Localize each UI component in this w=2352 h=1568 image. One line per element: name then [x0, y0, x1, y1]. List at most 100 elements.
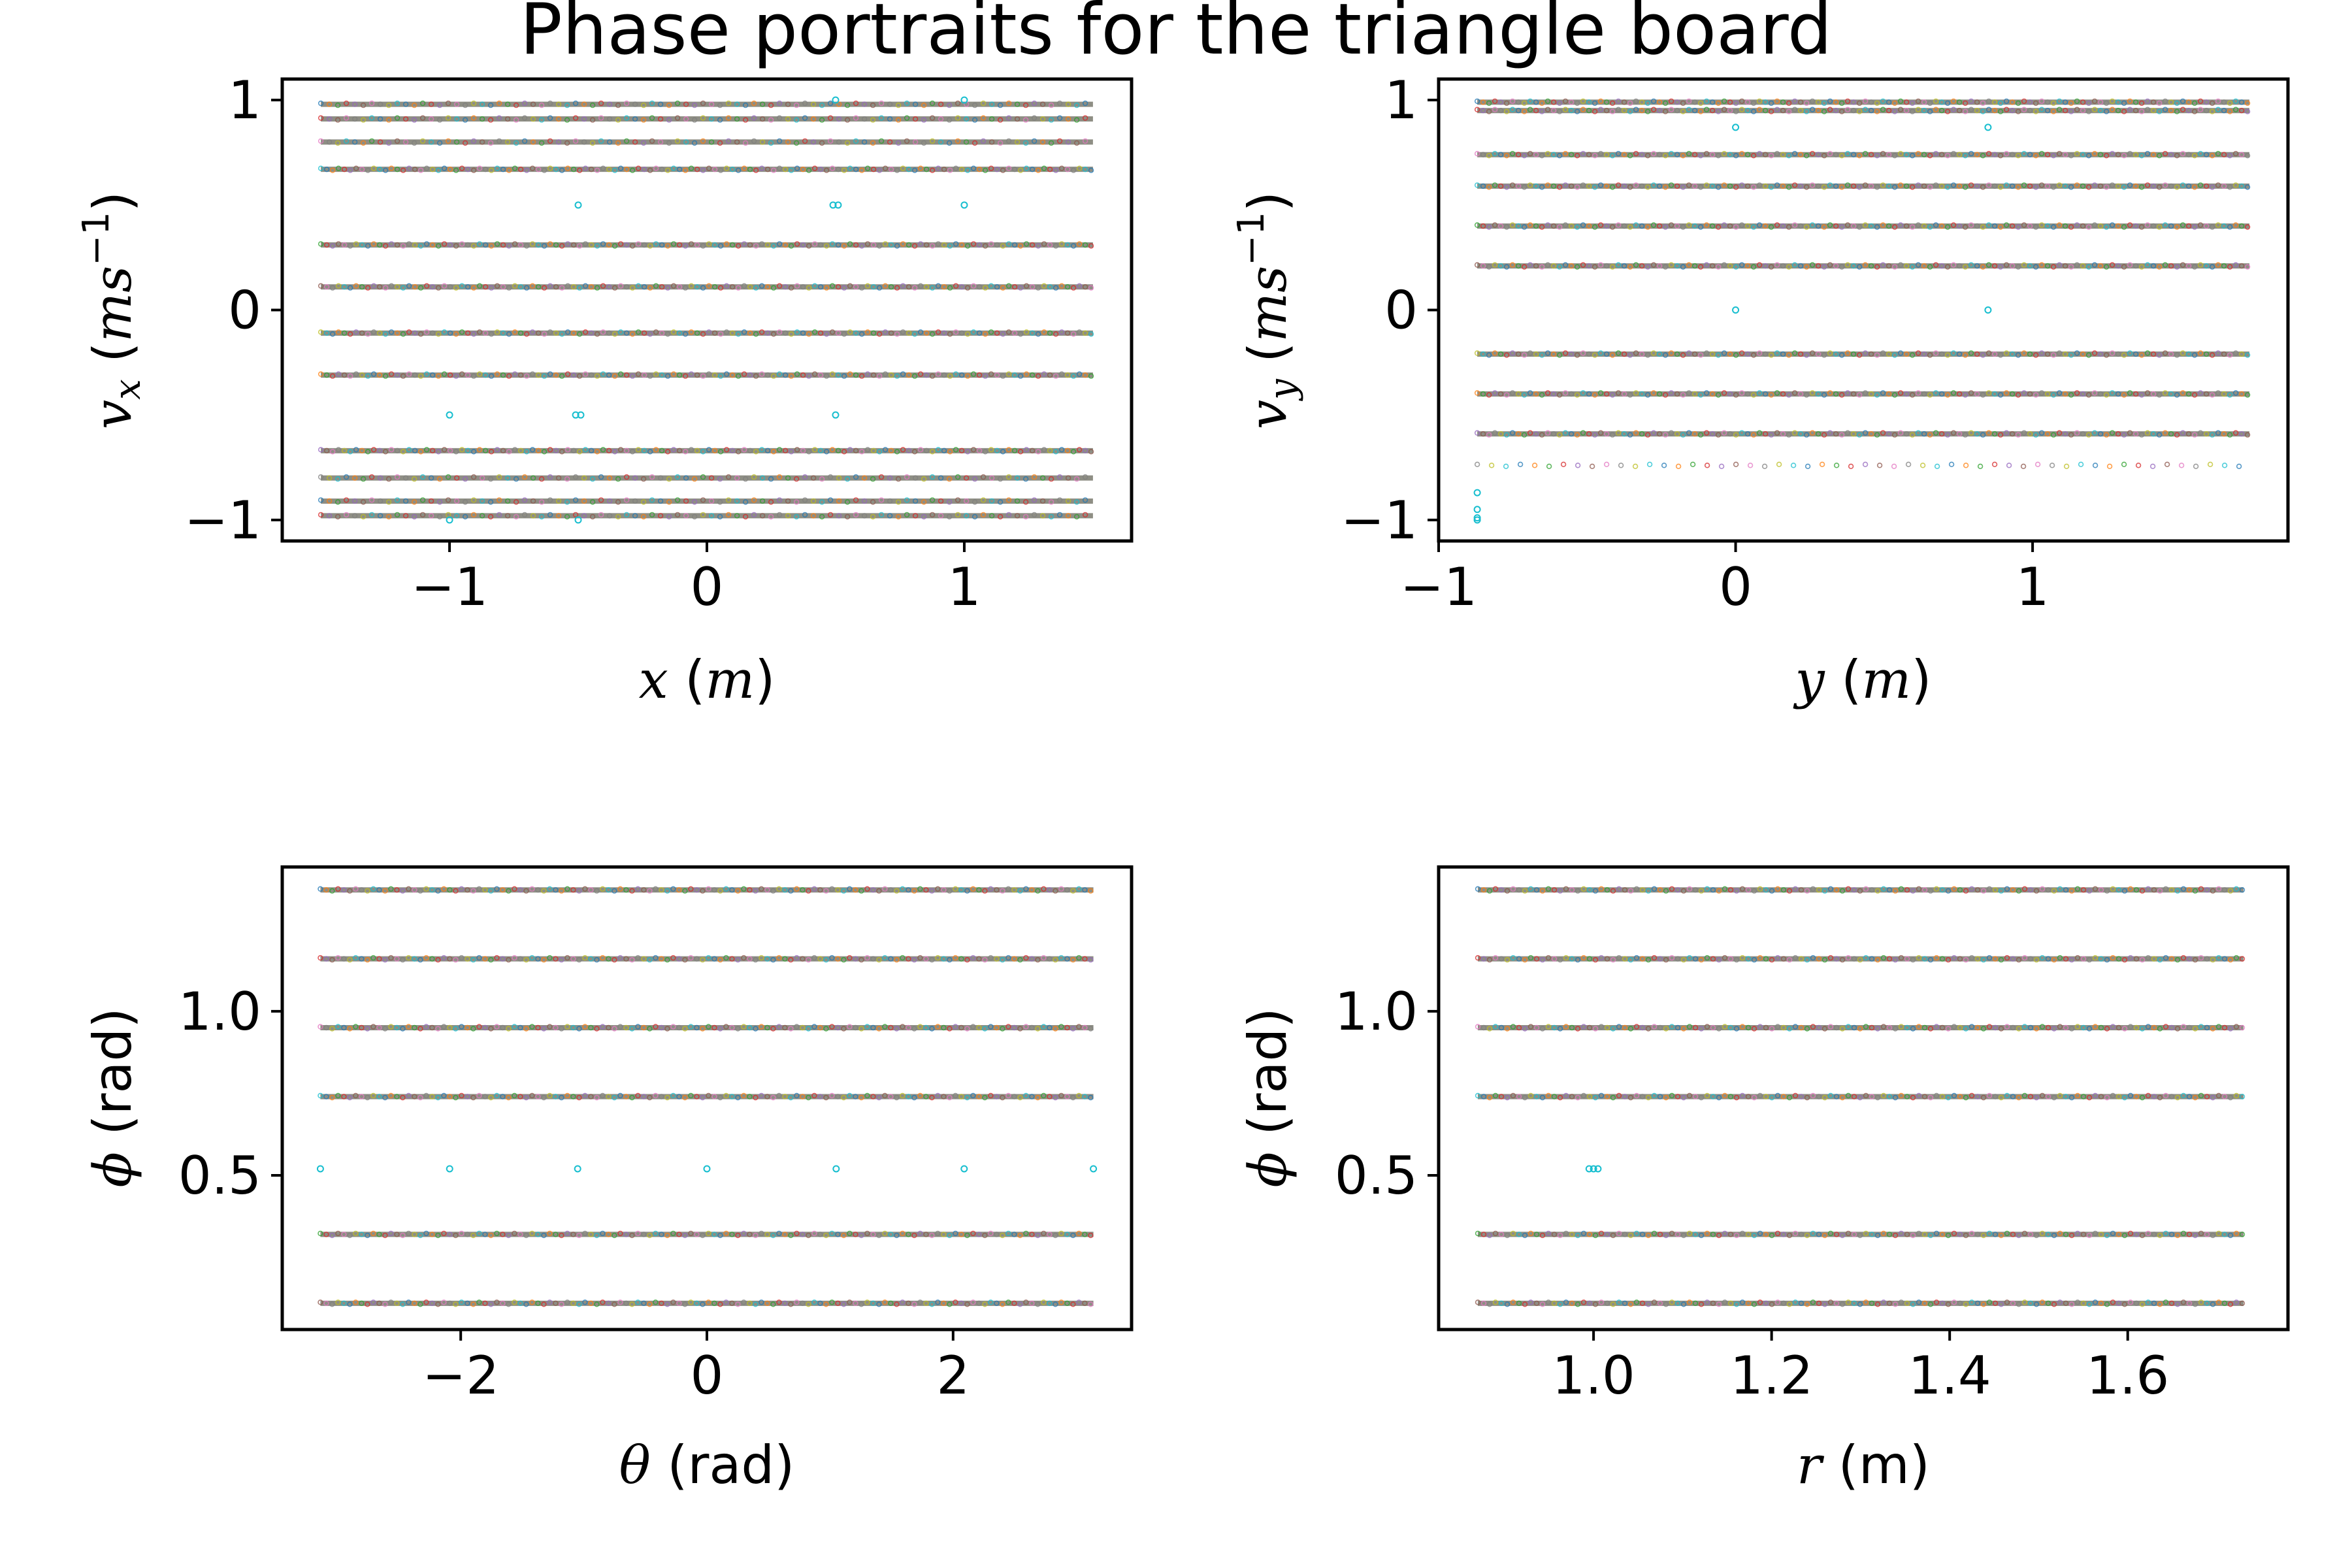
data-point	[1910, 1094, 1916, 1101]
data-point	[419, 474, 426, 480]
data-point	[600, 886, 606, 892]
data-point	[1011, 1024, 1017, 1031]
data-point	[694, 284, 700, 290]
outlier-point	[1473, 514, 1481, 522]
data-point	[647, 285, 653, 291]
data-point	[1733, 461, 1739, 467]
data-point	[982, 1232, 988, 1239]
data-point	[555, 498, 562, 504]
data-point	[947, 888, 953, 894]
data-point	[1876, 463, 1883, 468]
data-point	[1903, 183, 1910, 189]
data-point	[2192, 1301, 2198, 1307]
data-point	[441, 955, 447, 961]
data-point	[770, 956, 776, 963]
data-point	[1597, 222, 1604, 228]
data-point	[988, 886, 994, 892]
data-point	[2162, 430, 2168, 436]
data-point	[2056, 151, 2063, 157]
data-point	[806, 888, 811, 894]
data-point	[980, 100, 987, 106]
data-point	[2092, 1230, 2099, 1237]
data-point	[1574, 432, 1580, 438]
data-band	[1474, 430, 2251, 438]
data-point	[653, 447, 659, 453]
data-point	[1845, 886, 1852, 892]
data-point	[1488, 463, 1495, 468]
data-point	[629, 1232, 635, 1239]
data-point	[841, 373, 847, 379]
data-point	[594, 1026, 600, 1032]
data-point	[917, 371, 924, 377]
data-point	[459, 1299, 465, 1305]
panel-phi-vs-r-xticks: 1.0 1.2 1.4 1.6	[1552, 1330, 2169, 1406]
data-point	[436, 499, 443, 505]
data-point	[459, 1024, 465, 1030]
data-point	[753, 449, 759, 455]
data-point	[776, 138, 783, 144]
data-point	[847, 1024, 853, 1030]
data-point	[1562, 262, 1569, 268]
data-point	[1621, 152, 1627, 157]
data-point	[1598, 1230, 1605, 1237]
data-point	[2027, 223, 2033, 229]
data-point	[2098, 956, 2104, 962]
data-point	[1722, 1024, 1728, 1030]
data-point	[1014, 513, 1021, 519]
data-point	[768, 140, 774, 146]
data-point	[570, 284, 577, 290]
data-point	[1957, 1024, 1963, 1031]
data-point	[706, 1299, 711, 1305]
data-point	[462, 102, 468, 108]
data-point	[1815, 223, 1821, 229]
data-point	[2092, 1299, 2099, 1305]
data-point	[1498, 887, 1505, 893]
data-point	[512, 371, 518, 377]
data-point	[911, 167, 918, 173]
data-point	[2104, 1094, 2110, 1101]
data-point	[691, 117, 698, 123]
data-point	[359, 887, 365, 893]
data-point	[1774, 182, 1780, 188]
data-point	[682, 956, 688, 963]
data-point	[359, 284, 365, 290]
data-point	[1933, 222, 1939, 228]
data-point	[1031, 115, 1037, 121]
data-point	[1610, 956, 1616, 963]
data-point	[829, 165, 836, 171]
data-point	[2010, 956, 2016, 962]
data-point	[1498, 956, 1505, 962]
data-point	[794, 447, 800, 453]
data-point	[1047, 448, 1053, 453]
data-point	[2033, 264, 2039, 270]
data-point	[1533, 1232, 1540, 1237]
data-point	[1533, 152, 1539, 157]
data-point	[1710, 1232, 1716, 1237]
data-point	[1064, 372, 1071, 378]
data-point	[1844, 182, 1851, 188]
data-point	[2132, 351, 2139, 357]
data-point	[353, 241, 359, 247]
data-point	[776, 1024, 782, 1030]
data-point	[1023, 1024, 1029, 1030]
data-point	[1497, 183, 1504, 189]
data-point	[1492, 1092, 1499, 1099]
data-point	[541, 449, 547, 455]
data-point	[878, 100, 885, 106]
data-point	[2139, 1301, 2146, 1307]
data-point	[682, 243, 689, 249]
data-point	[1082, 887, 1088, 893]
data-point	[365, 1094, 370, 1101]
data-point	[1804, 1094, 1810, 1101]
data-point	[1898, 1024, 1904, 1030]
data-point	[2238, 351, 2245, 357]
data-point	[794, 329, 800, 335]
data-point	[1000, 1301, 1005, 1307]
data-point	[1504, 888, 1511, 894]
data-point	[911, 331, 918, 337]
data-point	[1850, 351, 1857, 357]
data-point	[2215, 1230, 2222, 1237]
data-point	[1880, 98, 1886, 105]
data-point	[1803, 432, 1810, 438]
data-point	[1650, 430, 1657, 436]
